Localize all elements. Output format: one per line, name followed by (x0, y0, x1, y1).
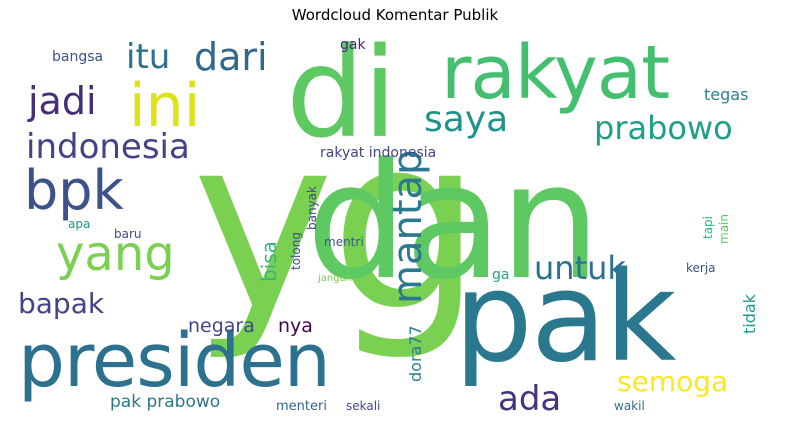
word-tegas: tegas (704, 85, 749, 104)
word-bangsa: bangsa (52, 49, 104, 65)
word-ada: ada (498, 379, 562, 414)
word-ga: ga (492, 267, 510, 283)
word-mantap: mantap (385, 149, 431, 304)
word-tolong: tolong (289, 232, 303, 270)
word-bisa: bisa (257, 241, 281, 282)
word-pak-prabowo: pak prabowo (110, 392, 221, 412)
word-saya: saya (424, 99, 509, 140)
word-untuk: untuk (534, 249, 626, 287)
word-rakyat: rakyat (441, 34, 670, 116)
word-prabowo: prabowo (594, 109, 733, 147)
word-bpk: bpk (24, 159, 124, 222)
word-kerja: kerja (686, 261, 716, 275)
word-sekali: sekali (346, 399, 381, 413)
word-menteri: menteri (276, 399, 327, 414)
word-apa: apa (68, 217, 91, 231)
chart-title: Wordcloud Komentar Publik (291, 6, 499, 24)
word-jadi: jadi (28, 79, 97, 123)
word-mentri: mentri (324, 235, 364, 249)
word-tapi: tapi (701, 215, 715, 239)
word-gak: gak (340, 37, 366, 53)
word-bapak: bapak (18, 287, 105, 320)
word-nya: nya (278, 315, 313, 337)
word-dora77: dora77 (406, 325, 425, 382)
word-pak: pak (454, 246, 677, 390)
word-tidak: tidak (740, 294, 759, 334)
word-banyak: banyak (305, 186, 319, 230)
word-dari: dari (194, 35, 268, 79)
word-dan: dan (306, 128, 601, 315)
word-ini: ini (129, 71, 201, 141)
word-negara: negara (188, 315, 255, 337)
word-baru: baru (114, 227, 142, 241)
word-rakyat-indonesia: rakyat indonesia (320, 145, 437, 161)
wordcloud-canvas: yg dan pak di rakyat presiden ini bpk ya… (16, 34, 774, 414)
word-semoga: semoga (617, 365, 729, 398)
word-yang: yang (56, 226, 175, 282)
word-presiden: presiden (18, 318, 331, 404)
word-wakil: wakil (614, 399, 645, 413)
word-di: di (286, 34, 397, 166)
word-jangan: jangan (318, 273, 353, 284)
word-itu: itu (126, 37, 171, 77)
word-yg: yg (192, 84, 482, 364)
word-indonesia: indonesia (26, 127, 190, 167)
word-main: main (717, 214, 731, 244)
